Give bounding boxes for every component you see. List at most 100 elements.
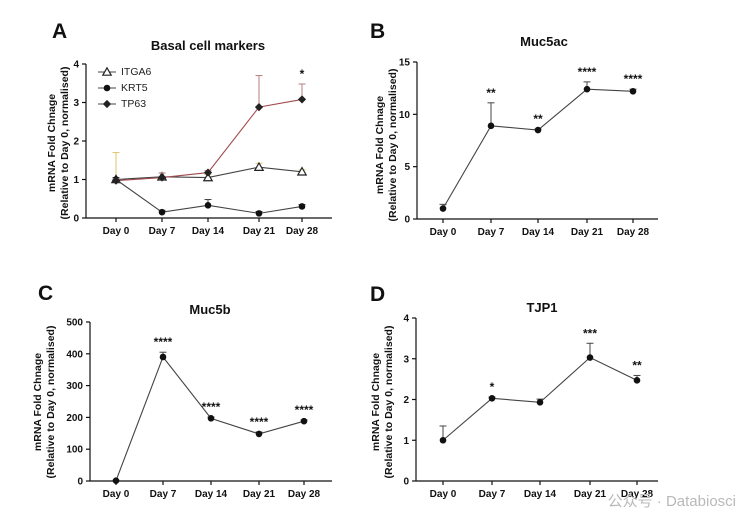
panel-b-ytick-label: 0	[404, 215, 410, 226]
panel-d-ytick-label: 4	[403, 314, 409, 325]
panel-d-xtick-label: Day 7	[479, 489, 506, 500]
panel-a-title: Basal cell markers	[151, 38, 265, 53]
panel-c-xtick-label: Day 14	[195, 489, 228, 500]
panel-a-ytick-label: 0	[73, 214, 79, 225]
panel-a-significance-label: *	[300, 67, 305, 81]
panel-a-legend: ITGA6 KRT5 TP63	[98, 66, 152, 110]
panel-c-letter: C	[38, 282, 53, 305]
panel-b-significance-label: ****	[578, 65, 597, 79]
panel-b-ytick-label: 15	[399, 58, 411, 69]
panel-a-ytick-label: 1	[73, 175, 79, 186]
panel-a-letter: A	[52, 20, 67, 43]
panel-d-xtick-label: Day 0	[430, 489, 457, 500]
panel-d-ylabel-line1: mRNA Fold Chnage	[370, 353, 382, 451]
panel-b-ylabel-line1: mRNA Fold Chnage	[374, 96, 386, 194]
panel-b-series-point	[487, 122, 495, 130]
panel-d-xtick-label: Day 28	[621, 489, 654, 500]
panel-c-significance-label: ****	[154, 335, 173, 349]
panel-a-itga6-point	[296, 166, 308, 176]
panel-c-ytick-label: 300	[66, 381, 83, 392]
panel-c-xtick-label: Day 0	[103, 489, 130, 500]
panel-d-xtick-label: Day 21	[574, 489, 607, 500]
panel-a-xtick-label: Day 28	[286, 226, 319, 237]
panel-a-krt5-point	[158, 208, 166, 216]
panel-c-significance-label: ****	[250, 415, 269, 429]
panel-d-series-point	[586, 354, 594, 361]
panel-c-ylabel-line1: mRNA Fold Chnage	[32, 353, 44, 451]
panel-b-xtick-label: Day 7	[478, 227, 505, 238]
panel-d-significance-label: **	[632, 358, 642, 372]
panel-b-series-line	[442, 88, 634, 209]
legend-marker-itga6	[101, 66, 113, 76]
panel-c-significance-label: ****	[202, 400, 221, 414]
panel-a-tp63-point	[203, 168, 213, 177]
panel-a-xtick-label: Day 21	[243, 226, 276, 237]
panel-c-ytick-label: 0	[77, 477, 83, 488]
panel-a-xtick-label: Day 0	[103, 226, 130, 237]
panel-c-series-point	[300, 417, 308, 425]
panel-b-significance-label: **	[533, 112, 543, 126]
panel-a-tp63-point	[254, 103, 264, 112]
panel-c-ytick-label: 400	[66, 349, 83, 360]
watermark-text: 公众号 · Databiosci	[608, 493, 736, 510]
panel-b-title: Muc5ac	[520, 34, 568, 49]
panel-a-tp63-point	[111, 176, 121, 185]
panel-c-significance-label: ****	[295, 403, 314, 417]
panel-d-significance-label: ***	[583, 326, 597, 340]
panel-c-ylabel-line2: (Relative to Day 0, normalised)	[45, 326, 57, 479]
panel-d-series-point	[633, 377, 641, 384]
panel-c-xtick-label: Day 28	[288, 489, 321, 500]
panel-c-series-point	[159, 353, 167, 361]
panel-b-series-point	[629, 88, 637, 95]
panel-c: C Muc5b mRNA Fold Chnage (Relative to Da…	[32, 282, 332, 500]
panel-a-ytick-label: 4	[73, 60, 79, 71]
panel-d-series-point	[536, 399, 544, 406]
panel-c-series-point	[207, 415, 215, 422]
panel-d-series-point	[488, 394, 496, 402]
panel-a-xtick-label: Day 14	[192, 226, 225, 237]
panel-b-xtick-label: Day 21	[571, 227, 604, 238]
panel-a-krt5-point	[255, 210, 263, 217]
panel-d-letter: D	[370, 283, 385, 306]
panel-c-ytick-label: 200	[66, 413, 83, 424]
panel-b-letter: B	[370, 20, 385, 43]
panel-d-series-point	[439, 436, 447, 444]
panel-b-xtick-label: Day 14	[522, 227, 555, 238]
panel-d-xtick-label: Day 14	[524, 489, 557, 500]
panel-a-xtick-label: Day 7	[149, 226, 176, 237]
panel-a-ylabel-line1: mRNA Fold Chnage	[46, 94, 58, 192]
panel-c-series-point	[112, 477, 120, 484]
panel-a: A Basal cell markers mRNA Fold Chnage (R…	[46, 20, 332, 237]
panel-d-ylabel-line2: (Relative to Day 0, normalised)	[383, 326, 395, 479]
legend-label-krt5: KRT5	[121, 82, 148, 94]
panel-b-ytick-label: 5	[404, 162, 410, 173]
panel-b: B Muc5ac mRNA Fold Chnage (Relative to D…	[370, 20, 658, 238]
legend-marker-krt5	[103, 84, 111, 92]
panel-c-xtick-label: Day 7	[150, 489, 177, 500]
panel-a-ytick-label: 3	[73, 98, 79, 109]
panel-a-krt5-point	[298, 203, 306, 210]
panel-c-series-point	[255, 430, 263, 438]
panel-b-series-point	[583, 85, 591, 93]
panel-a-ylabel-line2: (Relative to Day 0, normalised)	[59, 67, 71, 220]
panel-a-itga6-point	[202, 172, 214, 182]
legend-label-itga6: ITGA6	[121, 66, 152, 78]
panel-a-tp63-point	[157, 173, 167, 182]
panel-a-ytick-label: 2	[73, 137, 79, 148]
panel-b-significance-label: ****	[624, 72, 643, 86]
panel-b-xtick-label: Day 28	[617, 227, 650, 238]
panel-a-krt5-point	[204, 201, 212, 209]
panel-d-ytick-label: 3	[403, 354, 409, 365]
legend-label-tp63: TP63	[121, 98, 146, 110]
panel-d-ytick-label: 2	[403, 395, 409, 406]
panel-c-xtick-label: Day 21	[243, 489, 276, 500]
panel-d-ytick-label: 1	[403, 436, 409, 447]
panel-b-series-point	[534, 126, 542, 134]
panel-b-ytick-label: 10	[399, 110, 411, 121]
panel-a-tp63-point	[297, 95, 307, 104]
panel-c-ytick-label: 500	[66, 318, 83, 329]
panel-c-title: Muc5b	[189, 302, 230, 317]
legend-marker-tp63	[102, 99, 112, 109]
panel-c-ytick-label: 100	[66, 445, 83, 456]
